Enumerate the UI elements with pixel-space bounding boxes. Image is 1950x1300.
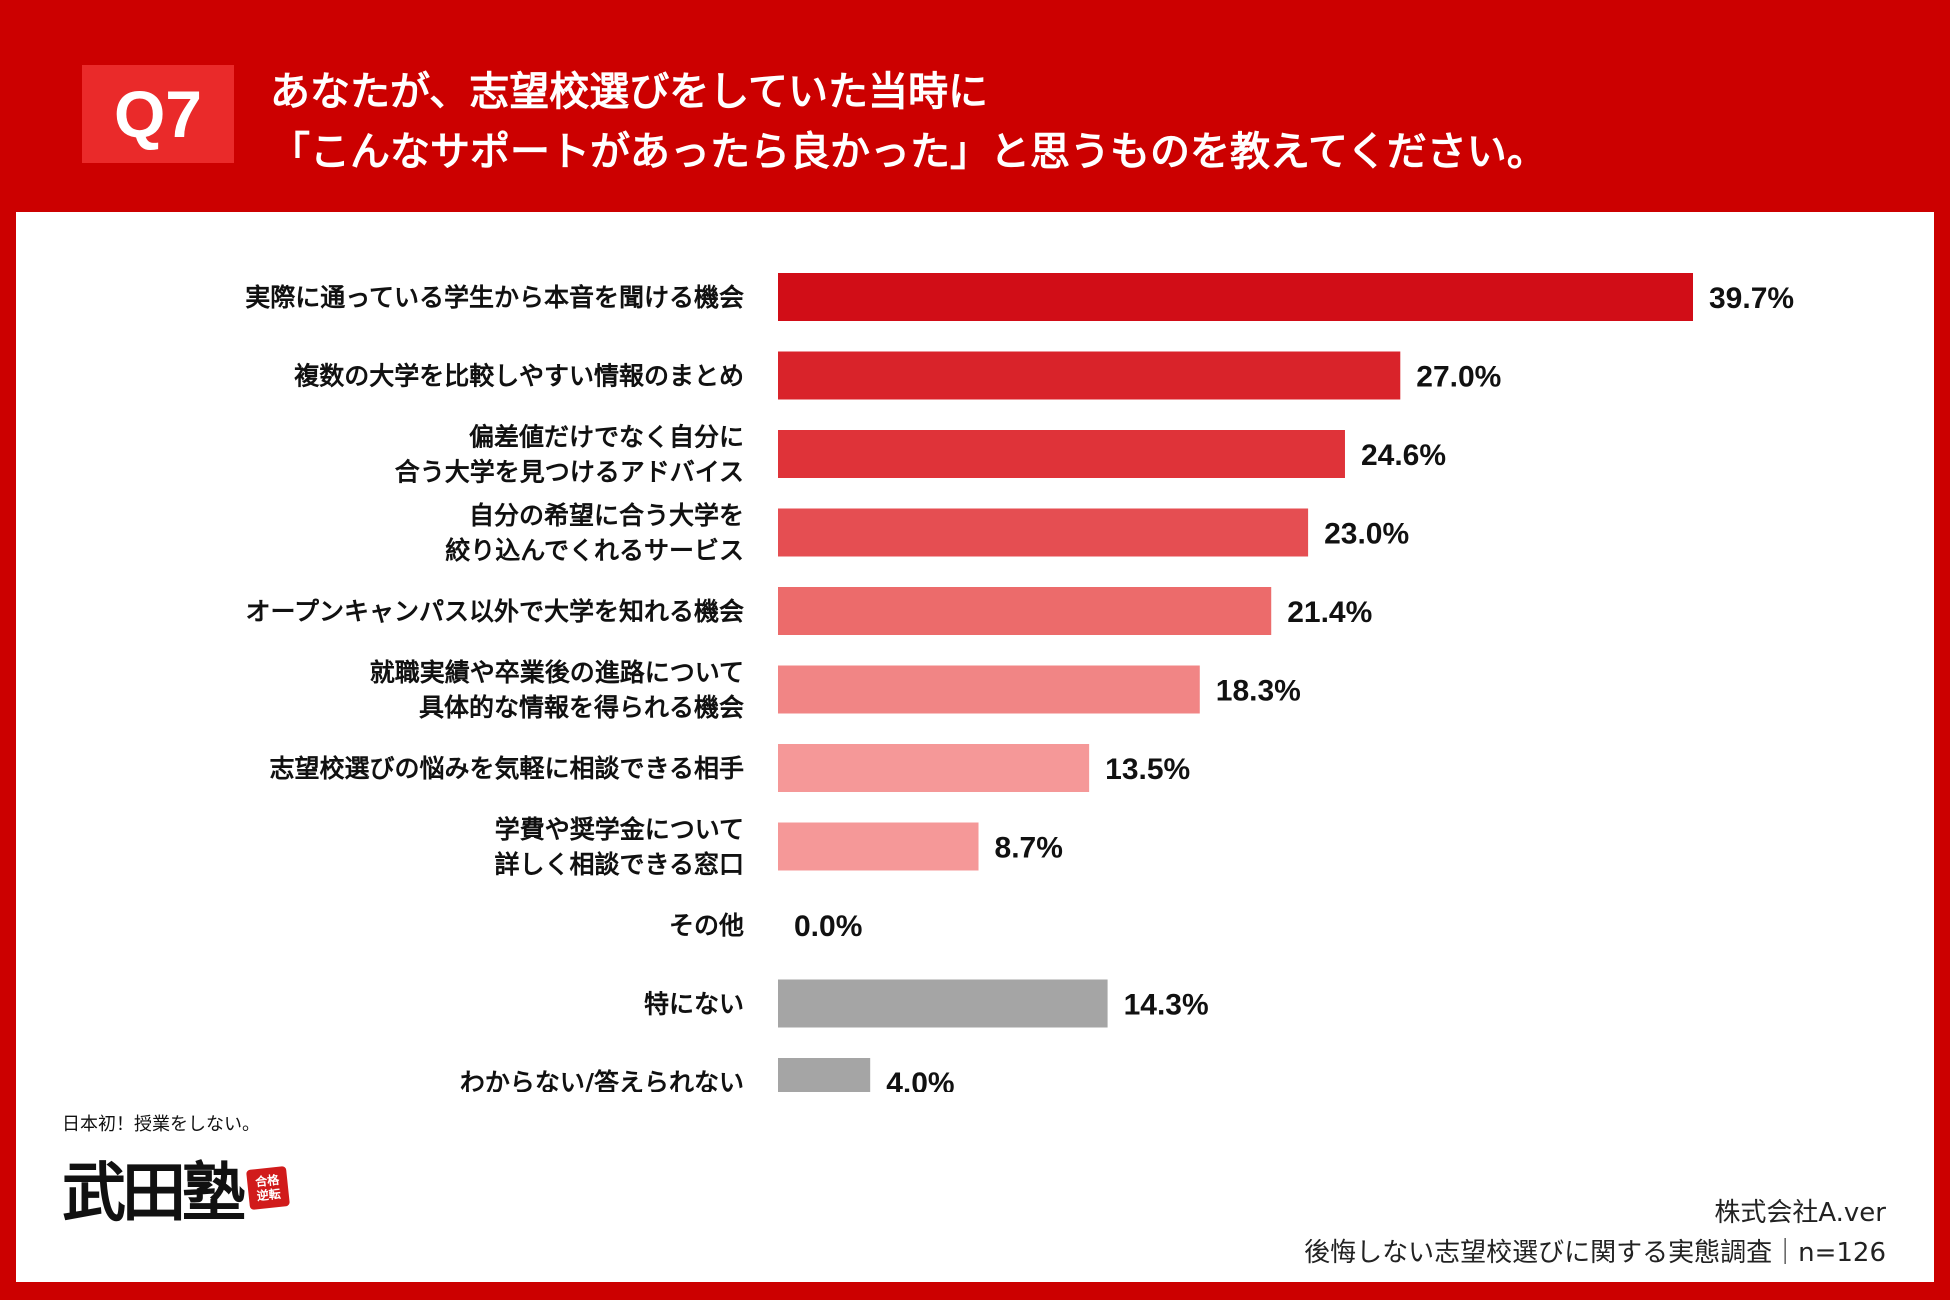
logo-tagline: 日本初！授業をしない。 — [62, 1114, 260, 1135]
bar — [778, 508, 1309, 557]
value-label: 18.3% — [1216, 675, 1301, 708]
logo-stamp-text: 合格 逆転 — [254, 1172, 282, 1204]
logo-stamp: 合格 逆転 — [246, 1166, 290, 1210]
category-label: 具体的な情報を得られる機会 — [419, 693, 744, 722]
category-label: 偏差値だけでなく自分に — [469, 423, 744, 452]
source-note: 株式会社A.ver 後悔しない志望校選びに関する実態調査｜n=126 — [1304, 1193, 1886, 1273]
bar — [778, 665, 1200, 714]
category-label: その他 — [669, 911, 744, 940]
category-label: 絞り込んでくれるサービス — [445, 536, 744, 565]
value-label: 21.4% — [1287, 596, 1372, 629]
category-label: 実際に通っている学生から本音を聞ける機会 — [245, 283, 744, 312]
category-label: 就職実績や卒業後の進路について — [370, 658, 744, 687]
question-title: あなたが、志望校選びをしていた当時に 「こんなサポートがあったら良かった」と思う… — [270, 62, 1547, 182]
question-line-1: あなたが、志望校選びをしていた当時に — [270, 69, 988, 115]
value-label: 13.5% — [1105, 753, 1190, 786]
category-label: 学費や奨学金について — [495, 815, 744, 844]
bar — [778, 979, 1108, 1028]
bar — [778, 273, 1693, 321]
value-label: 24.6% — [1361, 439, 1446, 472]
logo-wordmark: 武田塾 合格 逆転 — [62, 1142, 290, 1234]
bar-chart: 39.7% 実際に通っている学生から本音を聞ける機会 27.0% 複数の大学を比較しや… — [245, 273, 1794, 1092]
value-label: 8.7% — [995, 832, 1063, 865]
category-label: わからない/答えられない — [460, 1068, 744, 1092]
category-label: 特にない — [644, 990, 744, 1019]
value-label: 14.3% — [1124, 989, 1209, 1022]
category-label: 自分の希望に合う大学を — [469, 501, 744, 530]
bar — [778, 744, 1090, 792]
category-label: 合う大学を見つけるアドバイス — [395, 458, 744, 487]
value-label: 4.0% — [886, 1067, 954, 1092]
source-survey: 後悔しない志望校選びに関する実態調査｜n=126 — [1304, 1238, 1886, 1268]
bar — [778, 351, 1401, 400]
category-label: 志望校選びの悩みを気軽に相談できる相手 — [269, 754, 744, 783]
brand-logo: 日本初！授業をしない。 武田塾 合格 逆転 — [62, 1110, 290, 1234]
bar — [778, 587, 1272, 635]
bar — [778, 1058, 871, 1092]
logo-name: 武田塾 — [62, 1156, 246, 1231]
chart-panel: 39.7% 実際に通っている学生から本音を聞ける機会 27.0% 複数の大学を比較しや… — [16, 212, 1934, 1282]
value-label: 23.0% — [1324, 518, 1409, 551]
question-number-badge: Q7 — [82, 65, 234, 163]
value-label: 39.7% — [1709, 282, 1794, 315]
bar — [778, 822, 979, 871]
value-label: 27.0% — [1416, 361, 1501, 394]
category-label: 詳しく相談できる窓口 — [494, 850, 744, 879]
bar — [778, 430, 1345, 478]
source-company: 株式会社A.ver — [1714, 1198, 1886, 1228]
value-label: 0.0% — [794, 910, 862, 943]
question-line-2: 「こんなサポートがあったら良かった」と思うものを教えてください。 — [270, 129, 1547, 175]
category-label: 複数の大学を比較しやすい情報のまとめ — [294, 362, 744, 391]
category-label: オープンキャンパス以外で大学を知れる機会 — [245, 597, 744, 626]
